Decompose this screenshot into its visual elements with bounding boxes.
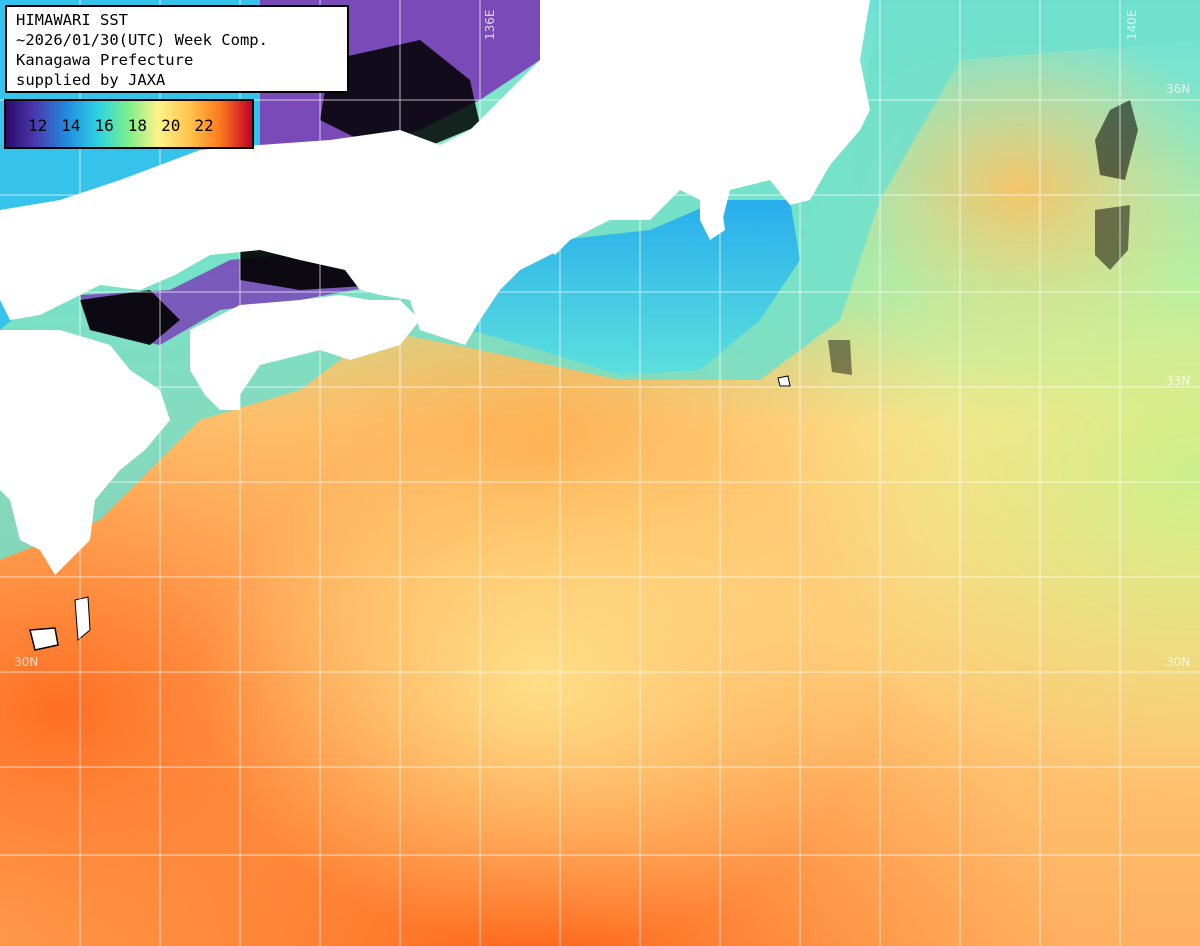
no-data-izu-speckles <box>828 340 852 375</box>
legend-tick-labels: 12 14 16 18 20 22 <box>28 116 228 135</box>
hachijo-island <box>777 375 791 387</box>
tanegashima <box>29 627 59 651</box>
yakushima <box>74 596 91 642</box>
no-data-shikoku-strait <box>80 290 180 345</box>
izu-peninsula <box>700 195 725 240</box>
lon-label-140e: 140E <box>1125 9 1139 41</box>
temperature-legend: 12 14 16 18 20 22 <box>4 99 254 149</box>
legend-tick-14: 14 <box>61 116 81 135</box>
caption-date: ~2026/01/30(UTC) Week Comp. <box>16 31 268 49</box>
legend-tick-18: 18 <box>127 116 148 135</box>
legend-tick-22: 22 <box>194 116 214 135</box>
caption-supplier: supplied by JAXA <box>16 71 166 89</box>
lat-label-30n-right: 30N <box>1166 655 1191 669</box>
no-data-east-speckles <box>1095 100 1138 180</box>
legend-tick-12: 12 <box>28 116 48 135</box>
no-data-east-speckles-2 <box>1095 205 1130 270</box>
legend-tick-16: 16 <box>94 116 114 135</box>
shikoku-land <box>190 295 420 410</box>
lat-label-36n-right: 36N <box>1166 82 1191 96</box>
lat-label-30n-left: 30N <box>14 655 39 669</box>
kyushu-land <box>0 330 170 575</box>
honshu-land <box>0 0 870 345</box>
lat-label-33n-right: 33N <box>1166 374 1191 388</box>
lat-label-33n-left: 33N <box>12 374 37 388</box>
caption-product: HIMAWARI SST <box>16 11 128 29</box>
lon-label-136e: 136E <box>483 9 497 41</box>
caption-prefecture: Kanagawa Prefecture <box>16 51 194 69</box>
info-caption-box: HIMAWARI SST ~2026/01/30(UTC) Week Comp.… <box>5 5 349 93</box>
legend-color-bar <box>6 101 252 147</box>
legend-tick-20: 20 <box>161 116 181 135</box>
